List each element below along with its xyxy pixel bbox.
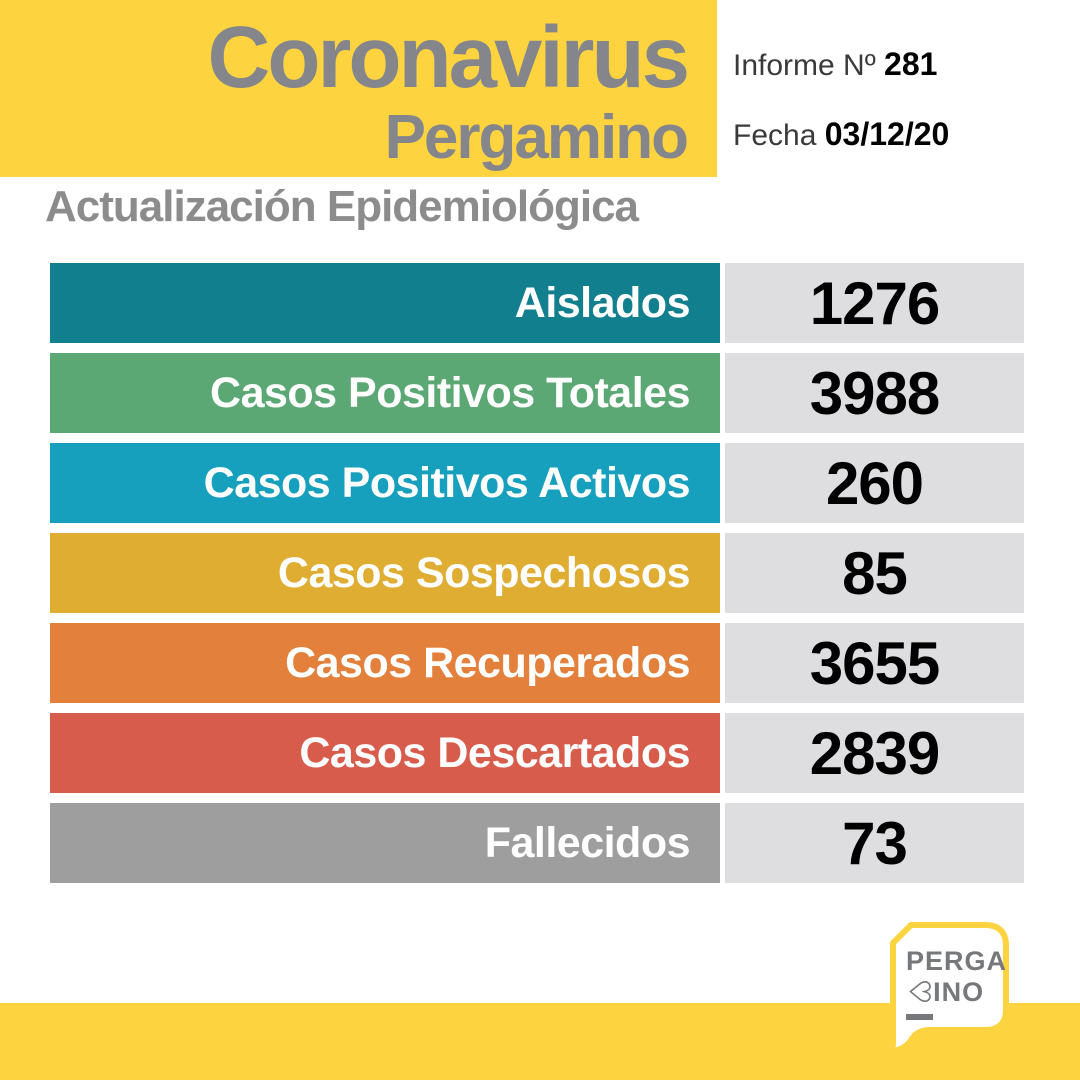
title-pergamino: Pergamino bbox=[384, 103, 689, 172]
stat-label: Fallecidos bbox=[484, 818, 691, 867]
table-row: Casos Positivos Totales 3988 bbox=[50, 353, 1024, 433]
report-number: 281 bbox=[884, 46, 938, 82]
date-value: 03/12/20 bbox=[824, 116, 950, 152]
stat-value: 3988 bbox=[725, 353, 1024, 433]
stat-value: 3655 bbox=[725, 623, 1024, 703]
logo-underline bbox=[906, 1014, 933, 1020]
stat-label-bar: Fallecidos bbox=[50, 803, 720, 883]
stat-label: Casos Positivos Activos bbox=[203, 458, 691, 507]
report-date-line: Fecha 03/12/20 bbox=[733, 116, 949, 153]
stat-value: 85 bbox=[725, 533, 1024, 613]
stat-label: Casos Recuperados bbox=[285, 638, 690, 687]
date-label: Fecha bbox=[733, 119, 817, 152]
stat-value: 2839 bbox=[725, 713, 1024, 793]
report-info: Informe Nº 281 Fecha 03/12/20 bbox=[733, 46, 949, 186]
table-row: Casos Positivos Activos 260 bbox=[50, 443, 1024, 523]
stat-label-bar: Casos Recuperados bbox=[50, 623, 720, 703]
stat-value: 73 bbox=[725, 803, 1024, 883]
stat-label: Casos Descartados bbox=[299, 728, 690, 777]
table-row: Aislados 1276 bbox=[50, 263, 1024, 343]
section-subtitle: Actualización Epidemiológica bbox=[45, 182, 639, 231]
stat-label-bar: Casos Descartados bbox=[50, 713, 720, 793]
report-label: Informe Nº bbox=[733, 49, 876, 82]
stat-value: 260 bbox=[725, 443, 1024, 523]
stat-label-bar: Casos Positivos Totales bbox=[50, 353, 720, 433]
logo-text-ino: INO bbox=[933, 976, 985, 1007]
page-title: Coronavirus Pergamino bbox=[207, 9, 690, 172]
stat-value: 1276 bbox=[725, 263, 1024, 343]
table-row: Casos Descartados 2839 bbox=[50, 713, 1024, 793]
pergamino-logo-text: PERGA ♡ INO bbox=[904, 946, 1008, 1020]
stat-label-bar: Casos Positivos Activos bbox=[50, 443, 720, 523]
report-number-line: Informe Nº 281 bbox=[733, 46, 949, 83]
table-row: Fallecidos 73 bbox=[50, 803, 1024, 883]
logo-text-ino-line: ♡ INO bbox=[904, 976, 1007, 1007]
stat-label: Casos Positivos Totales bbox=[210, 368, 690, 417]
stats-table: Aislados 1276 Casos Positivos Totales 39… bbox=[50, 263, 1024, 883]
heart-icon: ♡ bbox=[904, 978, 936, 1006]
title-coronavirus: Coronavirus bbox=[207, 9, 690, 106]
stat-label-bar: Casos Sospechosos bbox=[50, 533, 720, 613]
logo-text-perga: PERGA bbox=[906, 946, 1008, 976]
stat-label: Casos Sospechosos bbox=[277, 548, 691, 597]
header-yellow-band bbox=[0, 0, 717, 177]
stat-label-bar: Aislados bbox=[50, 263, 720, 343]
table-row: Casos Sospechosos 85 bbox=[50, 533, 1024, 613]
stat-label: Aislados bbox=[514, 278, 691, 327]
table-row: Casos Recuperados 3655 bbox=[50, 623, 1024, 703]
